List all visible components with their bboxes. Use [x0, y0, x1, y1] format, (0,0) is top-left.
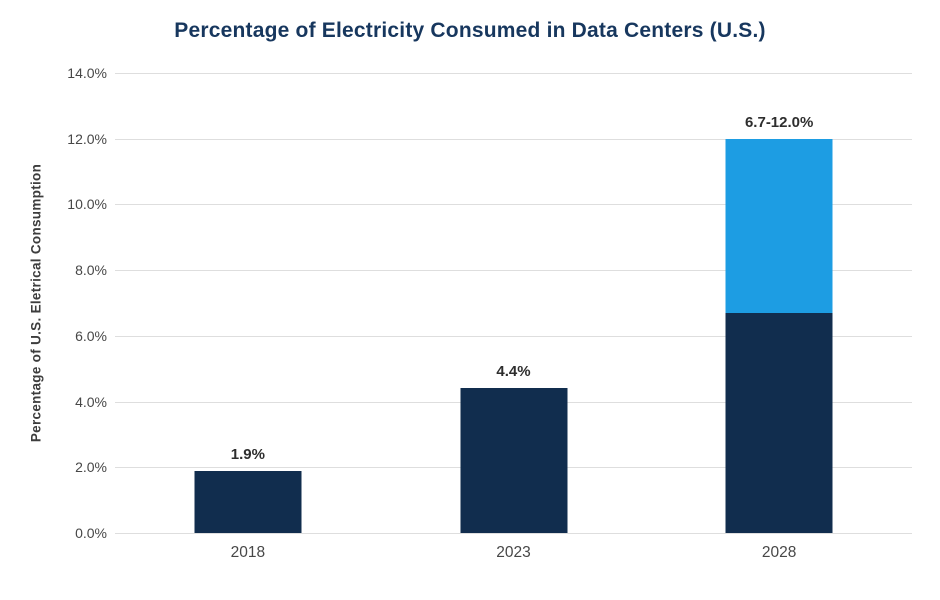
bar-2028-segment-0: [725, 312, 833, 533]
gridline: [115, 73, 912, 74]
y-tick-label: 2.0%: [75, 459, 107, 476]
bar-value-label: 4.4%: [496, 363, 531, 381]
y-tick-label: 10.0%: [67, 196, 107, 213]
gridline: [115, 138, 912, 140]
gridline: [115, 533, 912, 534]
y-axis-ticks: 0.0% 2.0% 4.0% 6.0% 8.0% 10.0% 12.0% 14.0%: [0, 65, 107, 541]
x-tick-label: 2023: [496, 544, 531, 561]
x-tick-label: 2018: [230, 544, 266, 561]
bar-2018-segment-0: [194, 470, 302, 533]
gridline: [115, 335, 912, 337]
bar-2028-segment-1: [725, 138, 833, 313]
y-tick-label: 4.0%: [75, 393, 107, 410]
plot-area: 1.9% 2018 4.4% 2023 6.7-12.0% 2028: [115, 73, 912, 561]
gridline: [115, 270, 912, 272]
y-tick-label: 6.0%: [75, 327, 107, 344]
y-tick-label: 12.0%: [67, 130, 107, 147]
bar-2023-segment-0: [460, 388, 567, 533]
bar-value-label: 6.7-12.0%: [744, 113, 814, 131]
chart-title: Percentage of Electricity Consumed in Da…: [174, 19, 766, 42]
y-tick-label: 14.0%: [67, 65, 107, 81]
x-tick-label: 2028: [761, 544, 797, 561]
bar-value-label: 1.9%: [230, 445, 265, 463]
y-tick-label: 0.0%: [75, 525, 107, 541]
y-tick-label: 8.0%: [75, 262, 107, 279]
gridline: [115, 204, 912, 206]
